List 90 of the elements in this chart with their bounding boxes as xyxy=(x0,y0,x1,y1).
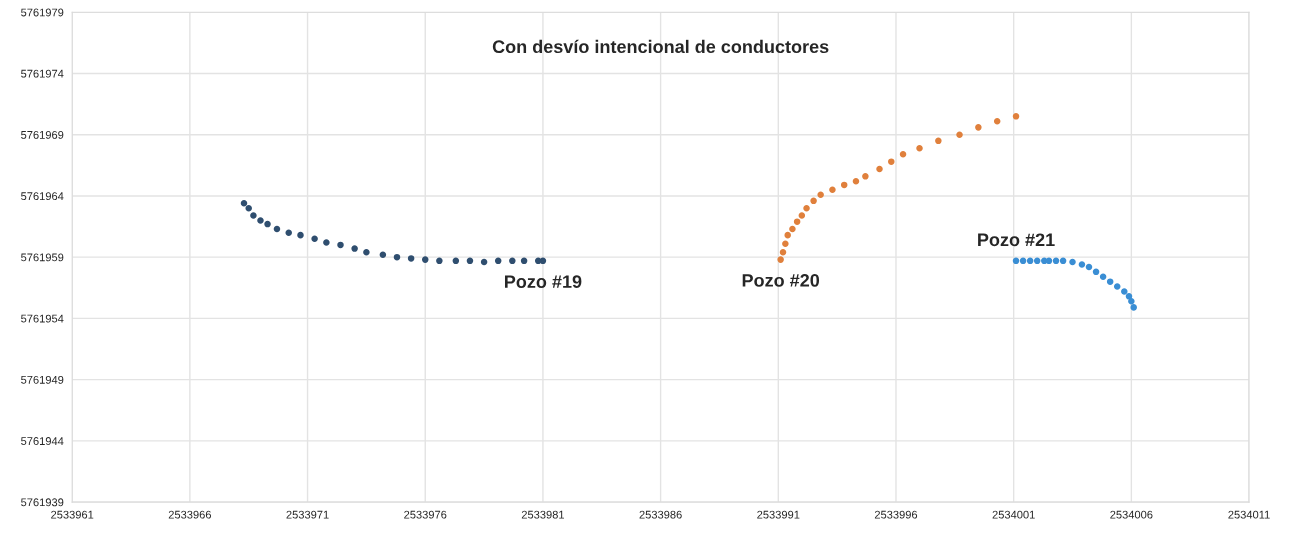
point xyxy=(311,235,318,243)
point xyxy=(379,251,387,258)
point xyxy=(1130,304,1137,311)
point xyxy=(1052,257,1060,265)
y-tick-label: 5761959 xyxy=(21,253,64,262)
point xyxy=(421,256,429,263)
point xyxy=(789,225,796,233)
x-tick-label: 2533961 xyxy=(51,510,94,519)
point xyxy=(407,255,415,262)
point xyxy=(1085,263,1093,271)
y-tick-label: 5761939 xyxy=(21,498,64,507)
point xyxy=(777,256,784,263)
point xyxy=(899,151,907,158)
point xyxy=(285,229,292,236)
point xyxy=(784,231,791,239)
x-tick-label: 2534001 xyxy=(992,510,1035,519)
point xyxy=(509,257,516,265)
point xyxy=(452,257,460,265)
point xyxy=(1092,268,1100,276)
x-tick-label: 2533996 xyxy=(874,510,918,519)
point xyxy=(1106,278,1114,285)
x-tick-label: 2533971 xyxy=(286,510,329,519)
point xyxy=(323,239,330,246)
point xyxy=(539,257,547,265)
point xyxy=(1099,273,1107,281)
x-tick-label: 2533966 xyxy=(168,510,212,519)
point xyxy=(337,241,344,249)
point xyxy=(1012,257,1020,265)
x-tick-label: 2533986 xyxy=(639,510,682,519)
point xyxy=(351,245,358,252)
point xyxy=(829,186,836,194)
point xyxy=(1069,258,1076,266)
point xyxy=(862,173,869,180)
point xyxy=(273,225,281,233)
point xyxy=(1059,257,1067,265)
point xyxy=(1019,257,1027,265)
point xyxy=(1012,113,1020,120)
point xyxy=(1113,283,1121,290)
point xyxy=(1128,298,1135,305)
point xyxy=(480,258,488,266)
series-label: Pozo #20 xyxy=(742,273,820,287)
y-tick-label: 5761944 xyxy=(21,437,64,445)
point xyxy=(494,257,502,265)
point xyxy=(393,253,401,261)
point xyxy=(935,137,942,145)
point xyxy=(956,131,963,138)
x-tick-label: 2533976 xyxy=(404,510,447,519)
series-label: Pozo #19 xyxy=(505,275,582,288)
point xyxy=(1125,293,1133,300)
point xyxy=(466,257,474,265)
point xyxy=(803,204,810,212)
point xyxy=(817,191,824,198)
point xyxy=(520,257,528,265)
series-label: Pozo #21 xyxy=(978,233,1055,247)
point xyxy=(297,231,304,239)
point xyxy=(257,217,264,224)
point xyxy=(975,124,982,131)
point xyxy=(888,158,895,165)
point xyxy=(779,249,787,256)
point xyxy=(1045,257,1053,265)
point xyxy=(993,117,1001,125)
point xyxy=(916,144,923,152)
point xyxy=(240,200,248,207)
point xyxy=(436,257,443,265)
y-tick-label: 5761954 xyxy=(21,314,64,323)
x-tick-label: 2533991 xyxy=(757,510,800,519)
point xyxy=(798,212,806,219)
point xyxy=(264,220,271,228)
y-tick-label: 5761964 xyxy=(21,192,64,201)
y-tick-label: 5761979 xyxy=(21,8,64,17)
x-tick-label: 2534006 xyxy=(1110,510,1153,519)
point xyxy=(793,218,801,225)
point xyxy=(876,165,883,173)
point xyxy=(245,204,252,212)
point xyxy=(363,249,370,256)
x-tick-label: 2534011 xyxy=(1228,510,1270,519)
point xyxy=(852,177,860,185)
y-tick-label: 5761949 xyxy=(21,375,64,384)
point xyxy=(1121,288,1128,295)
point xyxy=(782,240,789,247)
y-tick-label: 5761974 xyxy=(21,69,64,78)
point xyxy=(810,197,817,205)
point xyxy=(1078,261,1086,268)
y-tick-label: 5761969 xyxy=(21,130,64,139)
point xyxy=(250,212,257,219)
point xyxy=(1026,257,1034,265)
point xyxy=(1033,257,1041,265)
text: Con desvío intencional de conductores xyxy=(492,39,829,54)
x-tick-label: 2533981 xyxy=(521,510,565,519)
point xyxy=(840,181,848,189)
